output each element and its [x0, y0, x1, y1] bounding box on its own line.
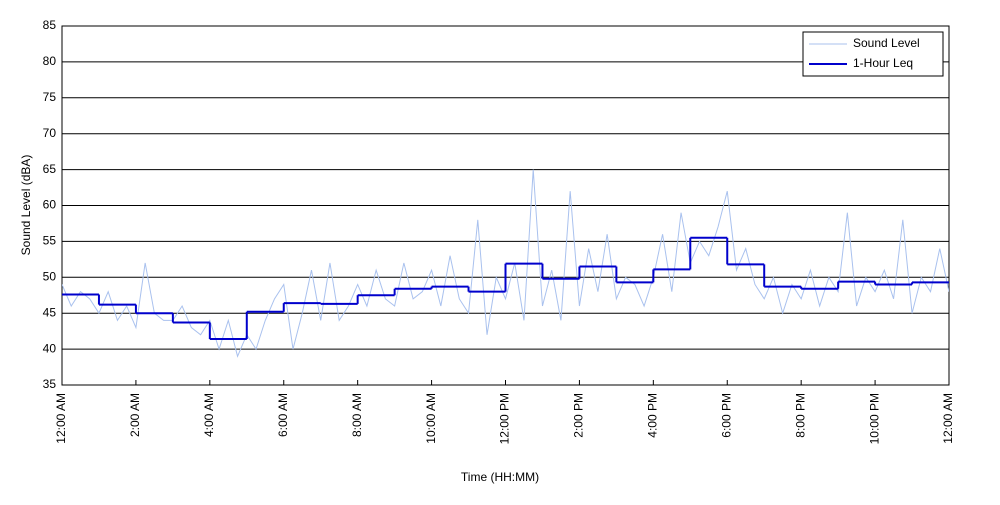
legend-box — [802, 31, 944, 77]
plot — [62, 169, 949, 358]
line — [62, 169, 949, 358]
x-tick-label: 2:00 AM — [128, 393, 142, 437]
y-tick-label: 60 — [43, 198, 57, 212]
y-tick-label: 65 — [43, 162, 57, 176]
x-tick-label: 8:00 PM — [793, 393, 807, 438]
y-axis-label: Sound Level (dBA) — [19, 155, 33, 256]
x-tick-label: 4:00 PM — [646, 393, 660, 438]
y-tick-label: 70 — [43, 126, 57, 140]
y-tick-label: 75 — [43, 90, 57, 104]
x-tick-label: 6:00 AM — [276, 393, 290, 437]
x-axis-label: Time (HH:MM) — [461, 470, 539, 484]
x-tick-label: 12:00 AM — [54, 393, 68, 444]
x-tick-label: 8:00 AM — [350, 393, 364, 437]
y-tick-label: 40 — [43, 341, 57, 355]
legend-label: 1-Hour Leq — [853, 56, 913, 70]
y-tick-label: 85 — [43, 18, 57, 32]
legend-label: Sound Level — [853, 36, 920, 50]
y-tick-label: 55 — [43, 234, 57, 248]
y-tick-label: 45 — [43, 305, 57, 319]
x-tick-label: 12:00 PM — [498, 393, 512, 444]
y-tick-label: 50 — [43, 269, 57, 283]
x-tick-label: 6:00 PM — [719, 393, 733, 438]
x-tick-label: 12:00 AM — [941, 393, 955, 444]
x-tick-label: 2:00 PM — [572, 393, 586, 438]
y-tick-label: 80 — [43, 54, 57, 68]
x-tick-label: 10:00 PM — [867, 393, 881, 444]
y-tick-label: 35 — [43, 377, 57, 391]
x-tick-label: 10:00 AM — [424, 393, 438, 444]
x-tick-label: 4:00 AM — [202, 393, 216, 437]
